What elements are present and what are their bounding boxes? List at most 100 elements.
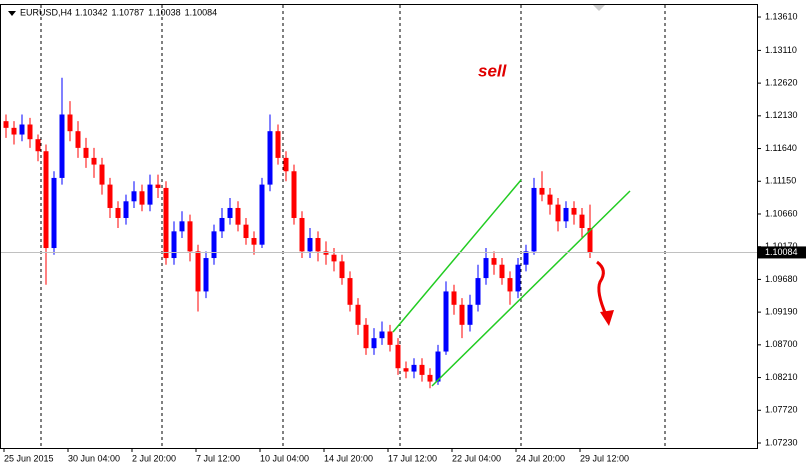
symbol: EURUSD,H4 [20, 7, 72, 17]
candle-body [507, 278, 513, 292]
candle-body [307, 238, 313, 252]
candle-body [339, 261, 345, 279]
x-tick-label: 30 Jun 04:00 [68, 453, 120, 463]
x-tick-label: 25 Jun 2015 [4, 453, 54, 463]
ohlc-header: 1.10342 1.10787 1.10038 1.10084 [75, 7, 217, 17]
y-tick-label: 1.11640 [765, 143, 797, 153]
candle-body [259, 184, 265, 245]
y-tick-label: 1.13110 [765, 45, 797, 55]
candle-body [251, 238, 257, 245]
candle-body [171, 231, 177, 259]
candle-body [27, 124, 33, 140]
candle-body [187, 221, 193, 252]
header-value: 1.10084 [185, 7, 218, 17]
candle-body [547, 194, 553, 205]
shift-marker [593, 5, 605, 11]
x-tick-label: 7 Jul 12:00 [196, 453, 240, 463]
candle-body [139, 191, 145, 205]
candle-body [155, 184, 161, 188]
candle-body [283, 157, 289, 172]
candle-body [435, 351, 441, 382]
candle-body [387, 331, 393, 345]
candle-body [467, 304, 473, 325]
candle-body [475, 278, 481, 305]
y-tick-label: 1.12620 [765, 77, 798, 87]
channel-upper [392, 179, 522, 333]
y-tick-label: 1.10660 [765, 208, 798, 218]
candle-body [315, 238, 321, 252]
candle-body [419, 364, 425, 375]
candle-body [523, 251, 529, 265]
candle-body [347, 278, 353, 305]
annotation: sell [478, 61, 508, 80]
x-tick-label: 14 Jul 20:00 [324, 453, 373, 463]
header-value: 1.10038 [148, 7, 181, 17]
candle-body [459, 304, 465, 325]
y-tick-label: 1.09190 [765, 307, 798, 317]
candle-body [539, 187, 545, 195]
y-tick-label: 1.10170 [765, 241, 798, 251]
y-tick-label: 1.07720 [765, 405, 798, 415]
candle-body [579, 214, 585, 229]
candle-body [275, 131, 281, 158]
candle-body [211, 231, 217, 259]
down-arrow [596, 260, 614, 326]
candles [3, 77, 593, 389]
y-tick-label: 1.08210 [765, 372, 798, 382]
y-tick-label: 1.12130 [765, 110, 798, 120]
candle-body [395, 344, 401, 369]
candle-body [427, 374, 433, 382]
candle-body [499, 264, 505, 279]
header-value: 1.10342 [75, 7, 108, 17]
candle-body [219, 217, 225, 232]
candle-body [243, 224, 249, 239]
candle-body [203, 258, 209, 292]
x-tick-label: 17 Jul 12:00 [388, 453, 437, 463]
candle-body [91, 157, 97, 165]
candle-body [403, 368, 409, 372]
week-separators [40, 5, 666, 448]
candle-body [331, 254, 337, 262]
arrow-shaft [596, 260, 608, 316]
candle-body [483, 258, 489, 279]
candle-body [179, 221, 185, 232]
y-tick-label: 1.13610 [765, 11, 798, 21]
candle-body [563, 207, 569, 222]
candle-body [355, 304, 361, 325]
candle-body [131, 191, 137, 202]
x-tick-label: 2 Jul 20:00 [132, 453, 176, 463]
channel [392, 179, 631, 387]
candle-body [3, 121, 9, 128]
y-tick-label: 1.07230 [765, 437, 798, 447]
candle-body [491, 258, 497, 265]
menu-triangle[interactable] [8, 11, 16, 16]
candle-body [115, 207, 121, 218]
candle-body [235, 207, 241, 225]
candle-body [515, 264, 521, 292]
y-tick-label: 1.09680 [765, 274, 798, 284]
candle-body [83, 147, 89, 158]
candle-body [11, 127, 17, 135]
candle-body [147, 184, 153, 205]
candle-body [443, 291, 449, 352]
price-label: 1.10084 [765, 247, 798, 257]
candle-body [555, 204, 561, 222]
arrow-head [600, 310, 614, 326]
candle-body [51, 177, 57, 249]
candle-body [371, 338, 377, 349]
candle-body [19, 124, 25, 135]
candle-body [59, 114, 65, 178]
candle-body [107, 184, 113, 208]
candle-body [299, 217, 305, 252]
candle-body [291, 171, 297, 218]
candle-body [571, 207, 577, 215]
candle-body [123, 201, 129, 218]
candle-body [227, 207, 233, 218]
candle-body [587, 228, 593, 253]
x-tick-label: 10 Jul 04:00 [260, 453, 309, 463]
candle-body [531, 187, 537, 252]
candle-body [267, 131, 273, 185]
x-tick-label: 24 Jul 20:00 [516, 453, 565, 463]
x-tick-label: 22 Jul 04:00 [452, 453, 501, 463]
